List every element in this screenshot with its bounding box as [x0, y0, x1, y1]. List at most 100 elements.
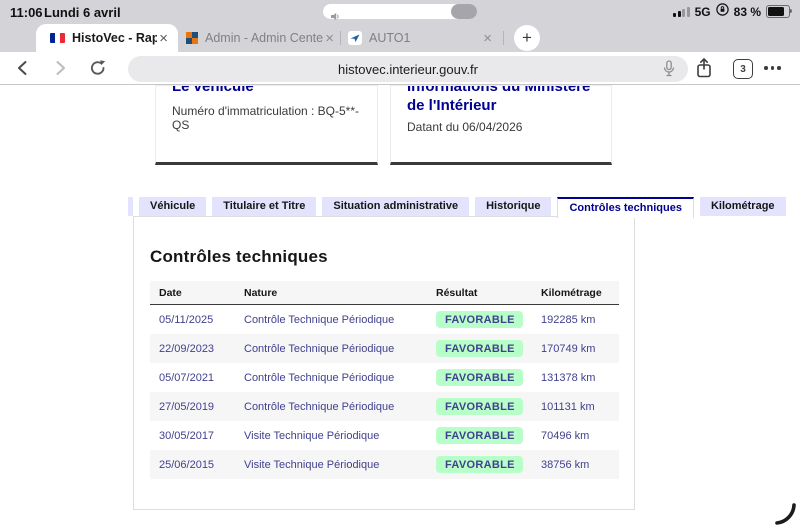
tab-situation-administrative[interactable]: Situation administrative: [322, 197, 470, 216]
cell-nature: Contrôle Technique Périodique: [244, 400, 395, 413]
column-header-kilometrage: Kilométrage: [541, 286, 602, 299]
table-header-row: Date Nature Résultat Kilométrage: [150, 281, 619, 305]
tab-title: AUTO1: [369, 31, 411, 45]
cell-date: 30/05/2017: [159, 429, 215, 442]
url-text[interactable]: histovec.interieur.gouv.fr: [338, 62, 478, 77]
column-header-date: Date: [159, 286, 182, 299]
microphone-icon[interactable]: [662, 60, 676, 83]
table-body: 05/11/2025 Contrôle Technique Périodique…: [150, 305, 619, 479]
cell-nature: Contrôle Technique Périodique: [244, 313, 395, 326]
cell-resultat: FAVORABLE: [427, 369, 532, 386]
status-badge: FAVORABLE: [436, 311, 523, 328]
tab-separator: [340, 31, 341, 45]
cell-resultat: FAVORABLE: [427, 340, 532, 357]
share-button[interactable]: [694, 57, 714, 85]
table-row: 27/05/2019 Contrôle Technique Périodique…: [150, 392, 619, 421]
close-tab-icon[interactable]: ×: [325, 29, 334, 47]
cell-kilometrage: 131378 km: [541, 371, 596, 384]
cell-kilometrage: 38756 km: [541, 458, 590, 471]
close-tab-icon[interactable]: ×: [483, 29, 492, 47]
back-button[interactable]: [13, 58, 33, 83]
forward-button[interactable]: [50, 58, 70, 83]
page-content: Le véhicule Numéro d'immatriculation : B…: [0, 85, 800, 525]
browser-chrome-top: 11:06 Lundi 6 avril 5G 83 %: [0, 0, 800, 52]
cell-date: 27/05/2019: [159, 400, 215, 413]
cell-date: 05/11/2025: [159, 313, 214, 326]
rotation-lock-icon: [715, 2, 729, 21]
browser-tab-histovec[interactable]: HistoVec - Rapport vend ×: [36, 24, 178, 52]
volume-slider[interactable]: [323, 4, 477, 20]
browser-tab-admin[interactable]: Admin - Admin Center ×: [186, 24, 336, 52]
tab-controles-techniques[interactable]: Contrôles techniques: [557, 197, 694, 218]
toolbar: histovec.interieur.gouv.fr 3: [0, 52, 800, 85]
cell-kilometrage: 192285 km: [541, 313, 596, 326]
card-title: Informations du Ministère de l'Intérieur: [407, 85, 591, 114]
cell-date: 05/07/2021: [159, 371, 215, 384]
status-badge: FAVORABLE: [436, 398, 523, 415]
column-header-resultat: Résultat: [436, 286, 478, 299]
tab-kilometrage[interactable]: Kilométrage: [699, 197, 786, 216]
cell-nature: Visite Technique Périodique: [244, 458, 380, 471]
inspections-table: Date Nature Résultat Kilométrage 05/11/2…: [150, 281, 619, 479]
pen-scribble-mark: [768, 501, 798, 525]
controles-techniques-panel: Contrôles techniques Date Nature Résulta…: [133, 216, 635, 510]
cell-date: 22/09/2023: [159, 342, 215, 355]
battery-icon: [766, 5, 792, 18]
cellular-signal-icon: [673, 6, 690, 17]
battery-percent-label: 83 %: [733, 4, 761, 19]
card-title: Le véhicule: [172, 85, 254, 95]
status-time: 11:06: [10, 5, 43, 20]
table-row: 25/06/2015 Visite Technique Périodique F…: [150, 450, 619, 479]
new-tab-button[interactable]: +: [514, 25, 540, 51]
address-bar[interactable]: histovec.interieur.gouv.fr: [128, 56, 688, 82]
speaker-icon: [331, 8, 340, 26]
tab-title: HistoVec - Rapport vend: [72, 31, 158, 45]
tab-separator: [503, 31, 504, 45]
ministry-info-card: Informations du Ministère de l'Intérieur…: [390, 85, 612, 165]
tab-bar: HistoVec - Rapport vend × Admin - Admin …: [0, 24, 800, 52]
cell-kilometrage: 170749 km: [541, 342, 596, 355]
volume-knob[interactable]: [451, 4, 477, 19]
table-row: 05/11/2025 Contrôle Technique Périodique…: [150, 305, 619, 334]
cell-resultat: FAVORABLE: [427, 311, 532, 328]
more-options-button[interactable]: [764, 66, 781, 70]
status-badge: FAVORABLE: [436, 340, 523, 357]
cell-nature: Contrôle Technique Périodique: [244, 342, 395, 355]
cell-resultat: FAVORABLE: [427, 456, 532, 473]
status-badge: FAVORABLE: [436, 427, 523, 444]
vehicle-card: Le véhicule Numéro d'immatriculation : B…: [155, 85, 378, 165]
report-tabs: Véhicule Titulaire et Titre Situation ad…: [128, 197, 792, 218]
french-flag-favicon: [50, 33, 65, 43]
status-badge: FAVORABLE: [436, 456, 523, 473]
table-row: 22/09/2023 Contrôle Technique Périodique…: [150, 334, 619, 363]
card-body: Datant du 06/04/2026: [407, 120, 523, 134]
auto1-favicon: [348, 31, 362, 45]
cell-date: 25/06/2015: [159, 458, 215, 471]
column-header-nature: Nature: [244, 286, 278, 299]
card-body: Numéro d'immatriculation : BQ-5**-QS: [172, 104, 360, 132]
cell-resultat: FAVORABLE: [427, 398, 532, 415]
admin-favicon: [186, 32, 198, 44]
status-date: Lundi 6 avril: [44, 5, 121, 20]
status-bar: 11:06 Lundi 6 avril 5G 83 %: [0, 0, 800, 24]
table-row: 30/05/2017 Visite Technique Périodique F…: [150, 421, 619, 450]
cell-kilometrage: 70496 km: [541, 429, 590, 442]
tab-overview-button[interactable]: 3: [733, 59, 753, 79]
tab-title: Admin - Admin Center: [205, 31, 324, 45]
tab-vehicule[interactable]: Véhicule: [139, 197, 207, 216]
tab-titulaire-et-titre[interactable]: Titulaire et Titre: [212, 197, 317, 216]
tab-strip-sliver: [128, 197, 133, 216]
cell-kilometrage: 101131 km: [541, 400, 595, 413]
cell-nature: Visite Technique Périodique: [244, 429, 380, 442]
close-tab-icon[interactable]: ×: [159, 29, 168, 47]
cell-resultat: FAVORABLE: [427, 427, 532, 444]
table-row: 05/07/2021 Contrôle Technique Périodique…: [150, 363, 619, 392]
browser-tab-auto1[interactable]: AUTO1 ×: [348, 24, 494, 52]
reload-button[interactable]: [88, 58, 108, 83]
section-title: Contrôles techniques: [150, 247, 328, 266]
cell-nature: Contrôle Technique Périodique: [244, 371, 395, 384]
status-badge: FAVORABLE: [436, 369, 523, 386]
status-indicators: 5G 83 %: [673, 2, 792, 21]
tab-historique[interactable]: Historique: [475, 197, 552, 216]
